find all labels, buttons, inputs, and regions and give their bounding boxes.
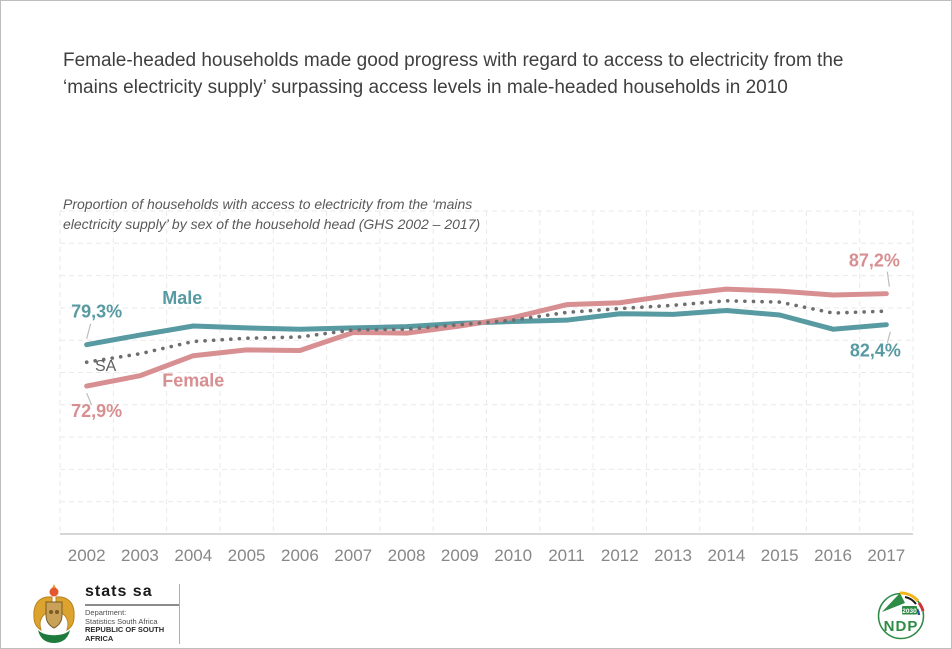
x-tick-label: 2006	[281, 546, 319, 565]
ndp-blue-arc	[915, 608, 921, 616]
footer-separator	[179, 584, 180, 644]
x-tick-label: 2012	[601, 546, 639, 565]
coat-figure	[55, 610, 59, 614]
x-tick-label: 2007	[334, 546, 372, 565]
ndp-abbr-text: NDP	[884, 618, 919, 635]
label-leader-line	[886, 331, 891, 343]
ndp-black-arc	[904, 596, 917, 605]
statssa-logo-block: stats sa Department: Statistics South Af…	[85, 583, 180, 643]
coat-green-base	[38, 630, 70, 643]
ndp-year-text: 2030	[902, 608, 917, 615]
x-tick-label: 2011	[548, 546, 585, 565]
x-tick-label: 2004	[174, 546, 212, 565]
male-start-value-label: 79,3%	[71, 302, 122, 322]
ndp-year-badge	[902, 606, 917, 615]
statssa-dept-line2: Statistics South Africa	[85, 616, 158, 626]
x-tick-label: 2013	[654, 546, 692, 565]
footer: stats sa Department: Statistics South Af…	[1, 580, 951, 648]
statssa-dept-line1: Department:	[85, 608, 127, 617]
x-tick-label: 2009	[441, 546, 479, 565]
x-tick-label: 2016	[814, 546, 852, 565]
ndp-gold-arc	[899, 591, 920, 603]
statssa-dept-line3: REPUBLIC OF SOUTH AFRICA	[85, 625, 165, 643]
male-series-label: Male	[162, 288, 202, 308]
x-tick-label: 2017	[867, 546, 905, 565]
ndp-green-flag	[882, 593, 905, 612]
coat-sun	[49, 587, 59, 597]
page-title: Female-headed households made good progr…	[63, 50, 844, 98]
female-end-value-label: 87,2%	[849, 251, 900, 271]
sa-series-label: SA	[95, 358, 117, 375]
male-end-value-label: 82,4%	[850, 341, 901, 361]
label-leader-line	[886, 271, 890, 287]
x-tick-label: 2014	[707, 546, 745, 565]
statssa-wordmark: stats sa	[85, 583, 153, 600]
series-line-sa	[84, 298, 889, 364]
x-tick-label: 2005	[228, 546, 266, 565]
statssa-divider	[85, 604, 180, 606]
ndp-red-arc	[917, 602, 925, 612]
x-tick-label: 2003	[121, 546, 159, 565]
coat-shield	[45, 601, 63, 629]
label-leader-line	[86, 392, 93, 406]
ndp-2030-logo: 2030 NDP	[877, 591, 925, 640]
chart-subtitle: Proportion of households with access to …	[63, 196, 481, 232]
x-tick-label: 2010	[494, 546, 532, 565]
female-series-label: Female	[162, 371, 224, 391]
label-leader-line	[86, 323, 92, 339]
female-start-value-label: 72,9%	[71, 401, 122, 421]
sa-coat-of-arms-logo	[33, 584, 75, 643]
x-tick-label: 2008	[388, 546, 426, 565]
x-tick-label: 2002	[68, 546, 106, 565]
coat-figure	[49, 610, 53, 614]
x-tick-label: 2015	[761, 546, 799, 565]
